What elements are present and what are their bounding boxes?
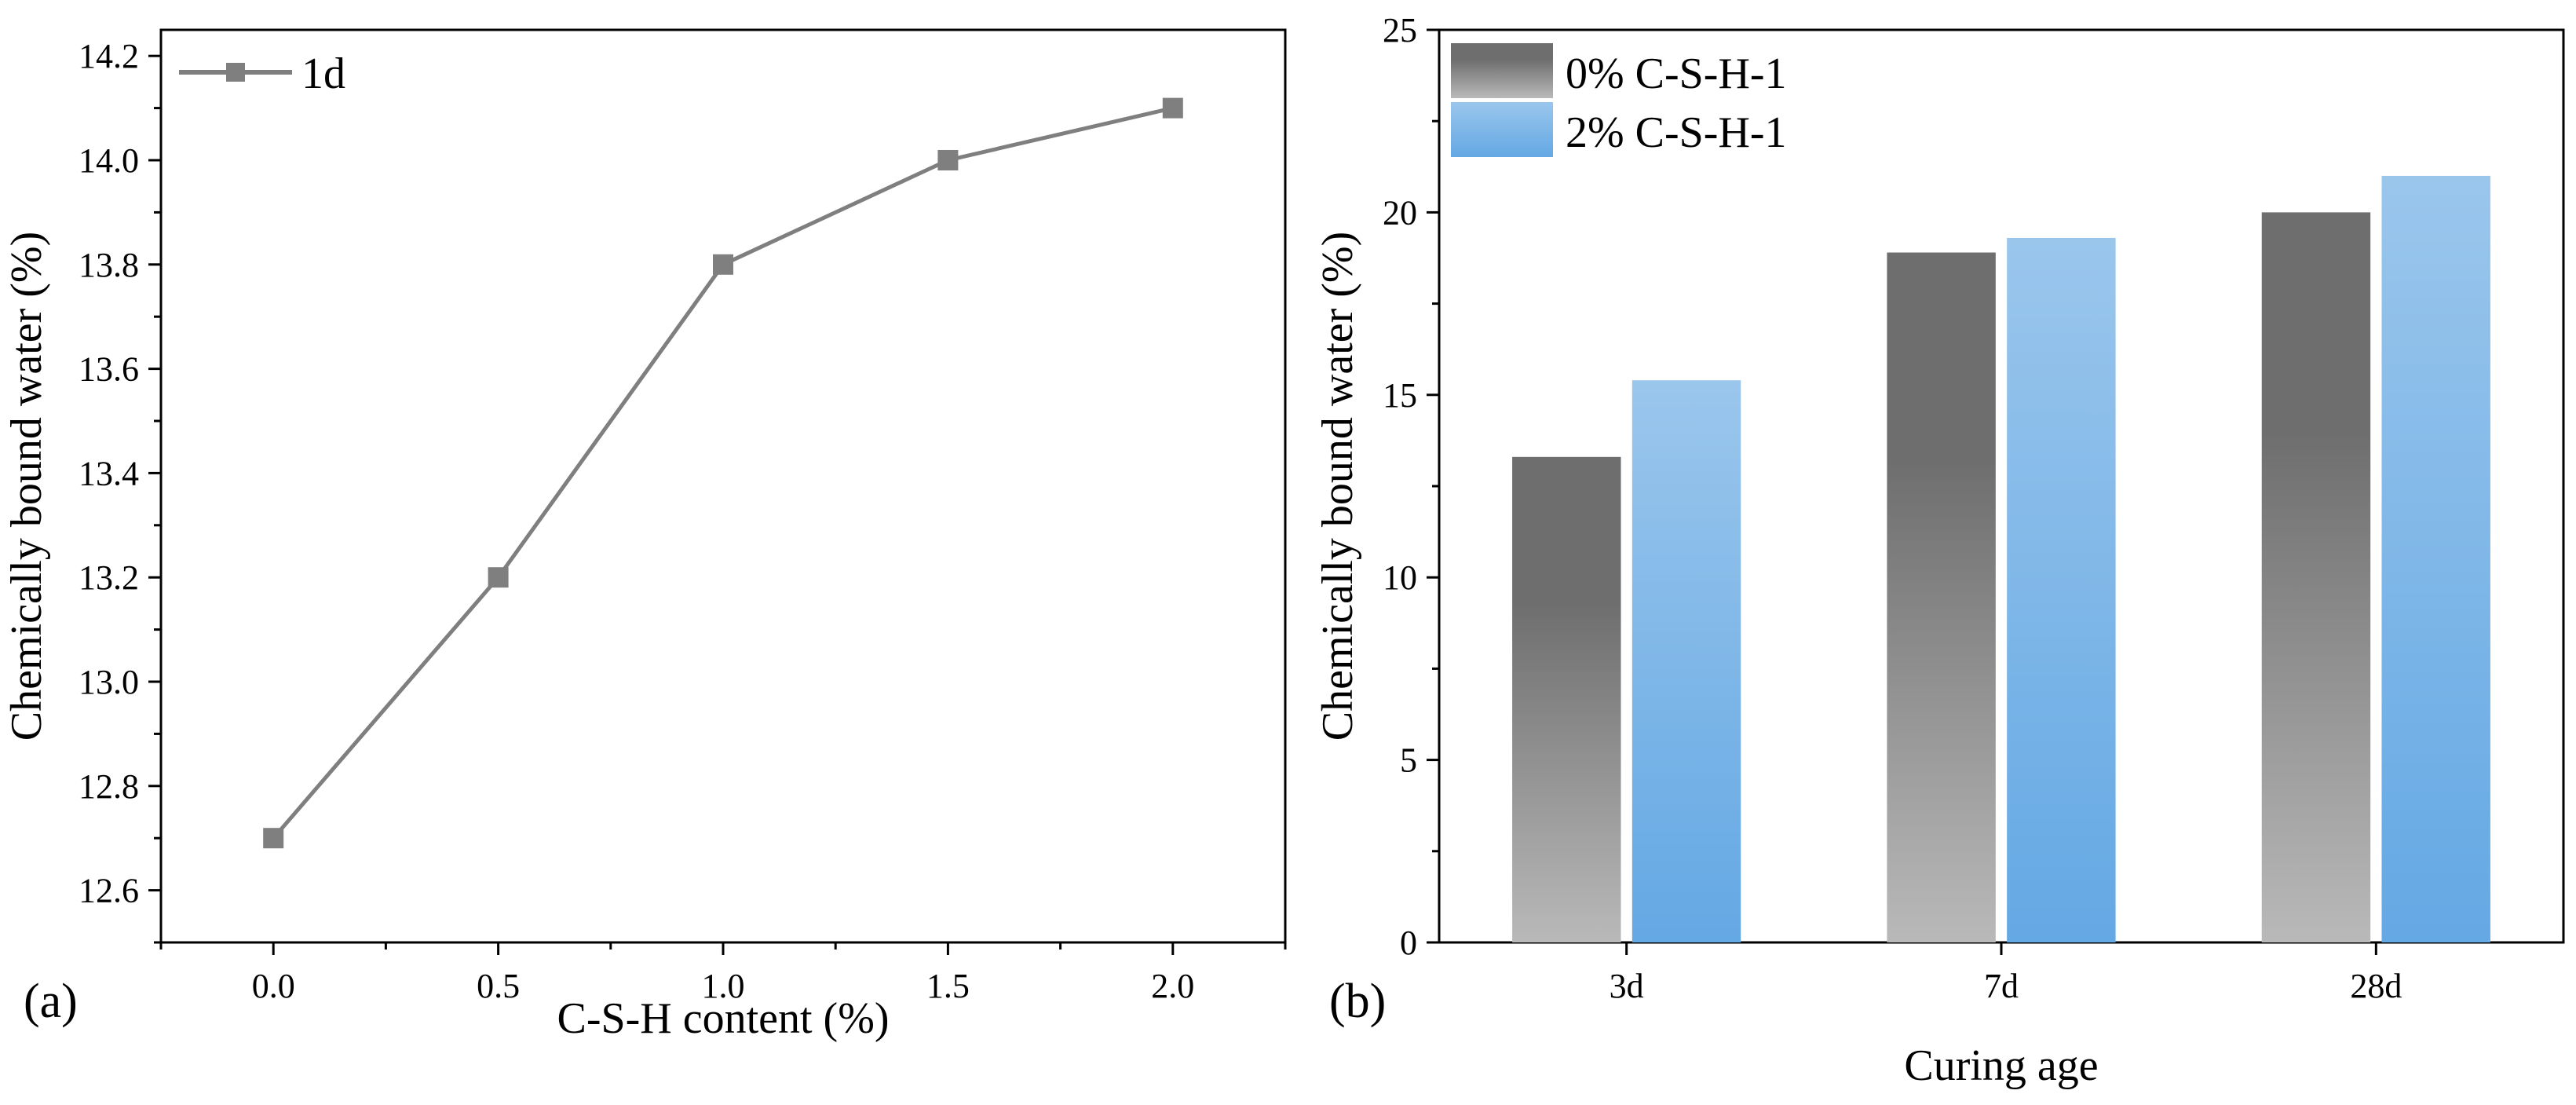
- x-tick-label: 28d: [2350, 967, 2402, 1005]
- data-point: [937, 150, 959, 170]
- panel-a-y-ticks: 12.6 12.8 13.0 13.2 13.4 13.6 13.8 14.0 14.2: [79, 37, 161, 944]
- panel-a-label: (a): [24, 975, 78, 1028]
- legend-swatch-2pct: [1451, 102, 1553, 157]
- data-point: [713, 254, 733, 275]
- y-tick-label: 12.6: [79, 872, 139, 910]
- panel-a-line-chart: 0.0 0.5 1.0 1.5 2.0 12.6 12.8 13.0 13.2 13.4 13.6…: [2, 28, 1287, 1043]
- bar-7d-series-1: [2007, 237, 2116, 942]
- y-tick-label: 25: [1383, 11, 1417, 49]
- panel-a-legend: 1d: [179, 49, 345, 98]
- y-tick-label: 12.8: [79, 767, 139, 806]
- bar-28d-series-0: [2261, 212, 2371, 942]
- x-tick-label: 1.5: [926, 967, 970, 1005]
- x-tick-label: 3d: [1610, 967, 1644, 1005]
- panel-a-series: [263, 97, 1183, 849]
- y-tick-label: 10: [1383, 558, 1417, 597]
- panel-b-x-axis-title: Curing age: [1904, 1041, 2098, 1090]
- panel-a-y-axis-title: Chemically bound water (%): [2, 232, 51, 741]
- x-tick-label: 0.0: [252, 967, 295, 1005]
- panel-a-x-ticks: 0.0 0.5 1.0 1.5 2.0: [159, 942, 1287, 1005]
- bar-3d-series-0: [1512, 456, 1621, 942]
- y-tick-label: 13.6: [79, 350, 139, 389]
- y-tick-label: 13.4: [79, 454, 139, 492]
- legend-label-0pct: 0% C-S-H-1: [1566, 49, 1787, 98]
- panel-b-x-ticks: 3d 7d 28d: [1610, 942, 2402, 1005]
- x-tick-label: 2.0: [1151, 967, 1194, 1005]
- bar-28d-series-1: [2381, 175, 2490, 943]
- panel-a-plot-frame: [159, 28, 1287, 944]
- y-tick-label: 13.0: [79, 663, 139, 701]
- bar-7d-series-0: [1887, 252, 1996, 942]
- x-tick-label: 0.5: [477, 967, 520, 1005]
- y-tick-label: 5: [1400, 741, 1417, 780]
- x-tick-label: 7d: [1984, 967, 2019, 1005]
- data-point: [488, 567, 509, 588]
- data-point: [1162, 97, 1183, 119]
- panel-b-legend: 0% C-S-H-1 2% C-S-H-1: [1451, 43, 1787, 157]
- y-tick-label: 13.2: [79, 558, 139, 597]
- y-tick-label: 13.8: [79, 246, 139, 284]
- legend-label-1d: 1d: [301, 49, 345, 98]
- bar-3d-series-1: [1631, 380, 1741, 942]
- legend-swatch-0pct: [1451, 43, 1553, 98]
- y-tick-label: 0: [1400, 924, 1417, 962]
- legend-label-2pct: 2% C-S-H-1: [1566, 108, 1787, 157]
- panel-a-x-axis-title: C-S-H content (%): [557, 994, 889, 1043]
- panel-b-label: (b): [1329, 975, 1386, 1028]
- legend-marker-1d: [226, 63, 245, 82]
- x-tick-label: 1.0: [702, 967, 745, 1005]
- panel-b-bars: [1512, 175, 2490, 943]
- panel-b-bar-chart: 3d 7d 28d 0 5 10 15 20 25 0% C-S-H-1 2% C-S-H-1…: [1314, 11, 2565, 1090]
- y-tick-label: 15: [1383, 376, 1417, 415]
- panel-b-y-axis-title: Chemically bound water (%): [1314, 232, 1362, 741]
- series-line-1d: [272, 106, 1174, 840]
- data-point: [263, 828, 284, 849]
- y-tick-label: 20: [1383, 193, 1417, 232]
- y-tick-label: 14.0: [79, 141, 139, 180]
- y-tick-label: 14.2: [79, 37, 139, 75]
- panel-b-y-ticks: 0 5 10 15 20 25: [1383, 11, 1439, 962]
